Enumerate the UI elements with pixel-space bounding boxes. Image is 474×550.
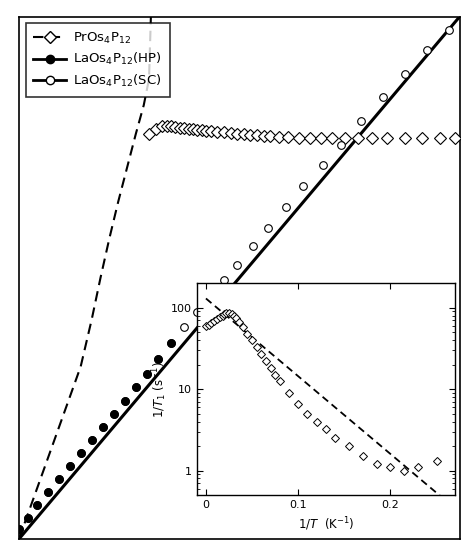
Legend: PrOs$_4$P$_{12}$, LaOs$_4$P$_{12}$(HP), LaOs$_4$P$_{12}$(SC): PrOs$_4$P$_{12}$, LaOs$_4$P$_{12}$(HP), … — [26, 23, 170, 97]
X-axis label: 1/$T$  (K$^{-1}$): 1/$T$ (K$^{-1}$) — [298, 515, 354, 533]
Y-axis label: 1/$T_1$ (s$^{-1}$): 1/$T_1$ (s$^{-1}$) — [151, 361, 170, 417]
